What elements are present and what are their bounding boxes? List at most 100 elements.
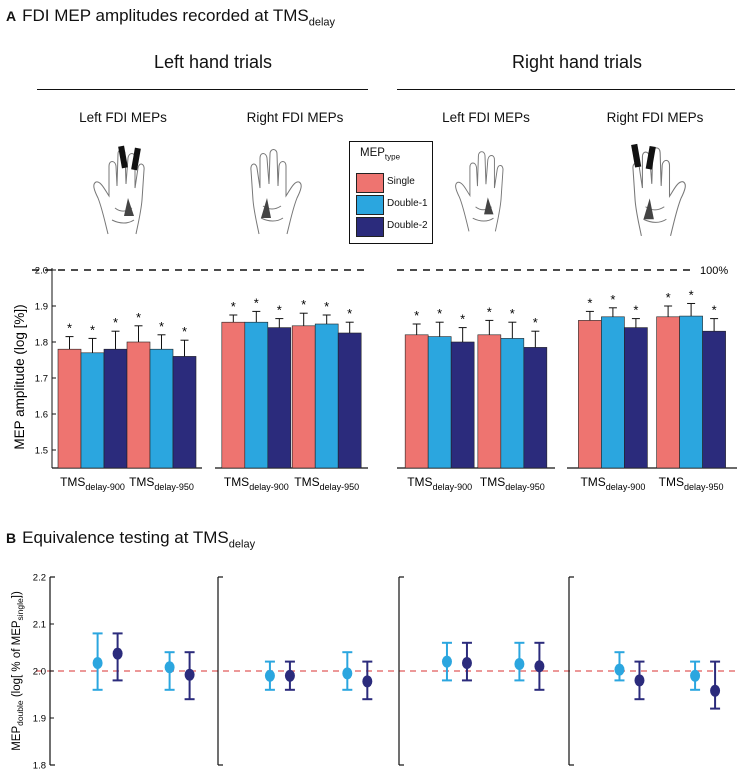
significance-star: * — [347, 306, 352, 321]
y-label-part: (log[ % of MEP — [11, 620, 23, 700]
point-double-1 — [441, 655, 452, 668]
bar-single — [656, 316, 680, 469]
category-label-sub: delay-900 — [249, 482, 289, 492]
equivalence-subplot-4 — [614, 651, 721, 710]
bar-subplot-1: * * * TMSdelay-900 * * * TMSdelay-950 — [52, 310, 202, 492]
category-label-main: TMS — [129, 475, 154, 489]
category-label-main: TMS — [407, 475, 432, 489]
bar-double-1 — [244, 321, 269, 469]
y-label-part: double — [15, 700, 25, 726]
significance-star: * — [113, 315, 118, 330]
significance-star: * — [587, 295, 592, 310]
panel-a-title: A FDI MEP amplitudes recorded at TMSdelay — [6, 6, 335, 28]
category-label-main: TMS — [659, 475, 684, 489]
bar-double-1 — [601, 316, 625, 469]
equivalence-y-axis-label: MEPdouble (log[ % of MEPsingle]) — [11, 591, 25, 751]
category-label-main: TMS — [294, 475, 319, 489]
bar-double-1 — [500, 338, 525, 469]
significance-star: * — [136, 310, 141, 325]
equivalence-subplot-1 — [92, 632, 195, 701]
category-label: TMSdelay-950 — [659, 475, 724, 492]
subhead-3: Left FDI MEPs — [442, 110, 530, 125]
point-double-2 — [710, 684, 721, 697]
y-tick-label: 2.0 — [35, 266, 48, 277]
category-label: TMSdelay-950 — [129, 475, 194, 492]
significance-star: * — [460, 312, 465, 327]
point-double-1 — [514, 657, 525, 670]
category-label-sub: delay-900 — [606, 482, 646, 492]
bar-single — [126, 341, 151, 469]
point-double-2 — [534, 660, 545, 673]
legend-label-double-2: Double-2 — [387, 220, 428, 231]
y-label-part: single — [15, 598, 25, 620]
bar-double-2 — [702, 330, 726, 469]
category-label: TMSdelay-950 — [480, 475, 545, 492]
significance-star: * — [610, 292, 615, 307]
significance-star: * — [633, 303, 638, 318]
y-tick-label: 1.5 — [35, 446, 48, 457]
left-hand-icon — [455, 151, 504, 232]
right-hand-icon — [250, 149, 302, 235]
legend-label-single: Single — [387, 176, 415, 187]
significance-star: * — [414, 308, 419, 323]
significance-star: * — [90, 322, 95, 337]
group-rule-right — [397, 89, 735, 90]
bar-single — [404, 334, 429, 469]
legend-label-double-1: Double-1 — [387, 198, 428, 209]
legend: MEPtype Single Double-1 Double-2 — [349, 141, 433, 244]
reference-line-label: 100% — [700, 265, 728, 277]
panel-b-title-sub: delay — [228, 538, 256, 551]
bar-double-1 — [149, 348, 174, 469]
significance-star: * — [182, 324, 187, 339]
right-hand-active-coil-icon — [631, 143, 686, 237]
legend-swatch-double-2 — [356, 217, 384, 237]
significance-star: * — [301, 297, 306, 312]
significance-star: * — [487, 304, 492, 319]
mep-amplitude-bar-chart: MEP amplitude (log [%]) 100% 1.5 1.6 1.7 1.8 1… — [12, 265, 737, 492]
y-tick-label: 1.6 — [35, 410, 48, 421]
bar-subplot-2: * * *TMSdelay-900* * *TMSdelay-950 — [215, 295, 368, 492]
y-tick-label: 1.8 — [35, 338, 48, 349]
y-axis-label: MEP amplitude (log [%]) — [12, 304, 27, 449]
category-label-sub: delay-900 — [433, 482, 473, 492]
bar-single — [57, 348, 82, 469]
bar-double-2 — [450, 341, 475, 469]
y-tick-label: 1.9 — [33, 714, 46, 725]
group-title-left: Left hand trials — [153, 52, 273, 72]
point-double-1 — [264, 669, 275, 682]
legend-title-sub: type — [384, 152, 401, 162]
significance-star: * — [67, 321, 72, 336]
point-double-2 — [112, 647, 123, 660]
bar-double-2 — [267, 327, 292, 469]
category-label: TMSdelay-900 — [60, 475, 125, 492]
category-label-sub: delay-950 — [154, 482, 194, 492]
significance-star: * — [254, 295, 259, 310]
equivalence-subplot-2 — [264, 651, 373, 701]
point-double-1 — [92, 657, 103, 670]
legend-swatch-double-1 — [356, 195, 384, 215]
bar-double-2 — [103, 348, 128, 469]
group-title-right: Right hand trials — [511, 52, 643, 72]
bar-double-2 — [172, 356, 197, 469]
bar-subplot-3: * * *TMSdelay-900* **TMSdelay-950 — [397, 304, 555, 492]
point-double-2 — [184, 668, 195, 681]
significance-star: * — [510, 306, 515, 321]
category-label-main: TMS — [480, 475, 505, 489]
subhead-1: Left FDI MEPs — [79, 110, 167, 125]
category-label-sub: delay-950 — [320, 482, 360, 492]
bar-double-1 — [80, 352, 105, 469]
group-rule-left — [37, 89, 368, 90]
y-label-part: ]) — [11, 591, 23, 598]
subhead-4: Right FDI MEPs — [606, 110, 704, 125]
y-tick-label: 1.8 — [33, 761, 46, 772]
category-label-sub: delay-950 — [684, 482, 724, 492]
point-double-1 — [614, 663, 625, 676]
left-hand-active-coil-icon — [93, 145, 145, 235]
significance-star: * — [231, 299, 236, 314]
significance-star: * — [159, 319, 164, 334]
legend-title-text: MEP — [360, 147, 385, 159]
significance-star: * — [324, 299, 329, 314]
y-tick-label: 2.1 — [33, 620, 46, 631]
y-tick-label: 1.7 — [35, 374, 48, 385]
subhead-2: Right FDI MEPs — [246, 110, 344, 125]
